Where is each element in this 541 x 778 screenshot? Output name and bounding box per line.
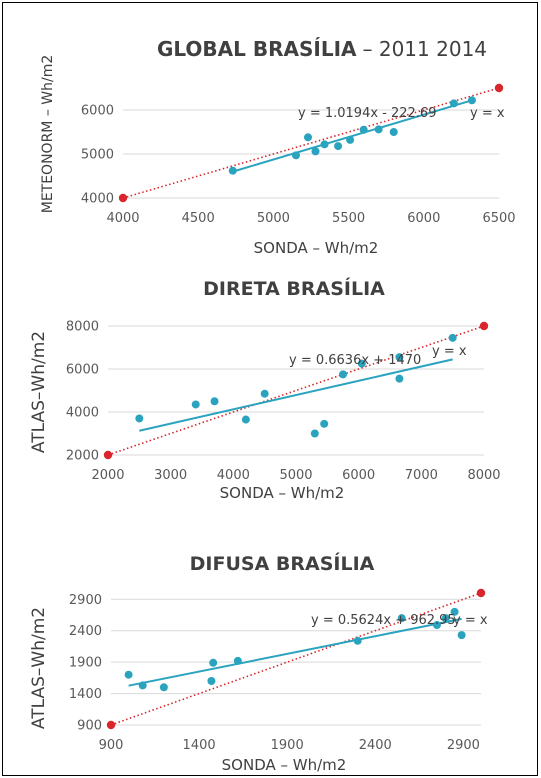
data-point	[241, 415, 250, 424]
data-point	[334, 142, 343, 151]
data-point	[159, 683, 168, 692]
data-point	[311, 147, 320, 156]
y-tick-label: 4000	[66, 406, 99, 421]
data-point	[310, 429, 319, 438]
y-tick-label: 2900	[69, 593, 102, 608]
x-tick-label: 7000	[405, 468, 438, 483]
x-tick-label: 5000	[279, 468, 312, 483]
identity-label: y = x	[453, 613, 488, 628]
chart-global-title: GLOBAL BRASÍLIA – 2011 2014	[157, 37, 487, 61]
identity-marker	[476, 588, 486, 598]
data-point	[339, 370, 347, 379]
data-point	[357, 359, 366, 368]
data-point	[320, 140, 329, 149]
data-point	[291, 151, 300, 160]
data-point	[389, 128, 398, 136]
trendline	[128, 617, 462, 687]
data-point	[207, 677, 216, 685]
x-tick-label: 4000	[106, 211, 139, 226]
x-tick-label: 6000	[407, 211, 440, 226]
trendline	[139, 358, 453, 432]
identity-label: y = x	[470, 106, 505, 121]
data-point	[191, 400, 200, 409]
x-tick-label: 1400	[183, 738, 216, 753]
chart-difusa-xlabel: SONDA – Wh/m2	[222, 756, 347, 774]
chart-global-xlabel: SONDA – Wh/m2	[254, 239, 379, 257]
trendline-equation: y = 0.5624x + 962.95	[311, 613, 456, 628]
data-point	[303, 133, 312, 142]
x-tick-label: 2000	[91, 468, 124, 483]
y-tick-label: 4000	[81, 192, 114, 207]
trendline	[232, 99, 473, 173]
x-tick-label: 6500	[482, 211, 515, 226]
data-point	[359, 125, 368, 134]
identity-line	[122, 87, 500, 199]
identity-marker	[479, 321, 489, 331]
identity-marker	[106, 720, 116, 730]
x-tick-label: 900	[99, 738, 124, 753]
x-tick-label: 6000	[342, 468, 375, 483]
x-tick-label: 8000	[467, 468, 500, 483]
x-tick-label: 5000	[257, 211, 290, 226]
y-tick-label: 900	[77, 719, 102, 734]
data-point	[353, 636, 362, 645]
data-point	[450, 607, 459, 616]
identity-line	[107, 325, 485, 456]
data-point	[346, 135, 355, 144]
data-point	[124, 670, 133, 679]
y-tick-label: 8000	[66, 320, 99, 335]
x-tick-label: 1900	[271, 738, 304, 753]
data-point	[395, 353, 404, 362]
data-point	[233, 656, 242, 665]
x-tick-label: 2900	[447, 738, 480, 753]
y-tick-label: 1900	[69, 656, 102, 671]
y-tick-label: 1400	[69, 687, 102, 702]
identity-marker	[103, 450, 113, 460]
trendline-equation: y = 1.0194x - 222.69	[298, 106, 436, 121]
chart-global: GLOBAL BRASÍLIA – 2011 2014 SONDA – Wh/m2…	[40, 37, 516, 257]
x-tick-label: 4000	[217, 468, 250, 483]
data-point	[457, 631, 466, 640]
data-point	[397, 614, 406, 623]
x-tick-label: 2400	[359, 738, 392, 753]
x-tick-label: 3000	[154, 468, 187, 483]
y-tick-label: 2000	[66, 449, 99, 464]
data-point	[320, 419, 329, 428]
data-point	[441, 614, 450, 623]
y-tick-label: 5000	[81, 148, 114, 163]
chart-direta: DIRETA BRASÍLIA SONDA – Wh/m2 ATLAS–Wh/m…	[29, 277, 501, 502]
y-tick-label: 6000	[81, 104, 114, 119]
chart-global-ylabel: METEONORM – Wh/m2	[40, 55, 56, 214]
trendline-equation: y = 0.6636x + 1470	[289, 353, 421, 368]
data-point	[138, 681, 147, 690]
data-point	[432, 621, 441, 630]
chart-difusa: DIFUSA BRASÍLIA SONDA – Wh/m2 ATLAS–Wh/m…	[29, 552, 488, 774]
chart-direta-ylabel: ATLAS–Wh/m2	[29, 331, 49, 453]
data-point	[448, 333, 457, 342]
x-tick-label: 5500	[332, 211, 365, 226]
data-point	[449, 99, 458, 108]
identity-marker	[118, 193, 128, 203]
chart-difusa-ylabel: ATLAS–Wh/m2	[29, 607, 49, 729]
x-tick-label: 4500	[182, 211, 215, 226]
data-point	[467, 96, 476, 105]
y-tick-label: 2400	[69, 624, 102, 639]
data-point	[260, 389, 269, 398]
identity-line	[110, 592, 482, 726]
chart-difusa-title: DIFUSA BRASÍLIA	[190, 552, 375, 575]
chart-direta-title: DIRETA BRASÍLIA	[203, 277, 385, 300]
identity-label: y = x	[432, 344, 467, 359]
chart-direta-xlabel: SONDA – Wh/m2	[220, 484, 345, 502]
data-point	[135, 414, 144, 423]
y-tick-label: 6000	[66, 363, 99, 378]
data-point	[395, 374, 404, 383]
data-point	[210, 397, 219, 406]
data-point	[209, 658, 218, 667]
data-point	[228, 166, 237, 175]
identity-marker	[494, 83, 504, 93]
data-point	[374, 125, 383, 134]
